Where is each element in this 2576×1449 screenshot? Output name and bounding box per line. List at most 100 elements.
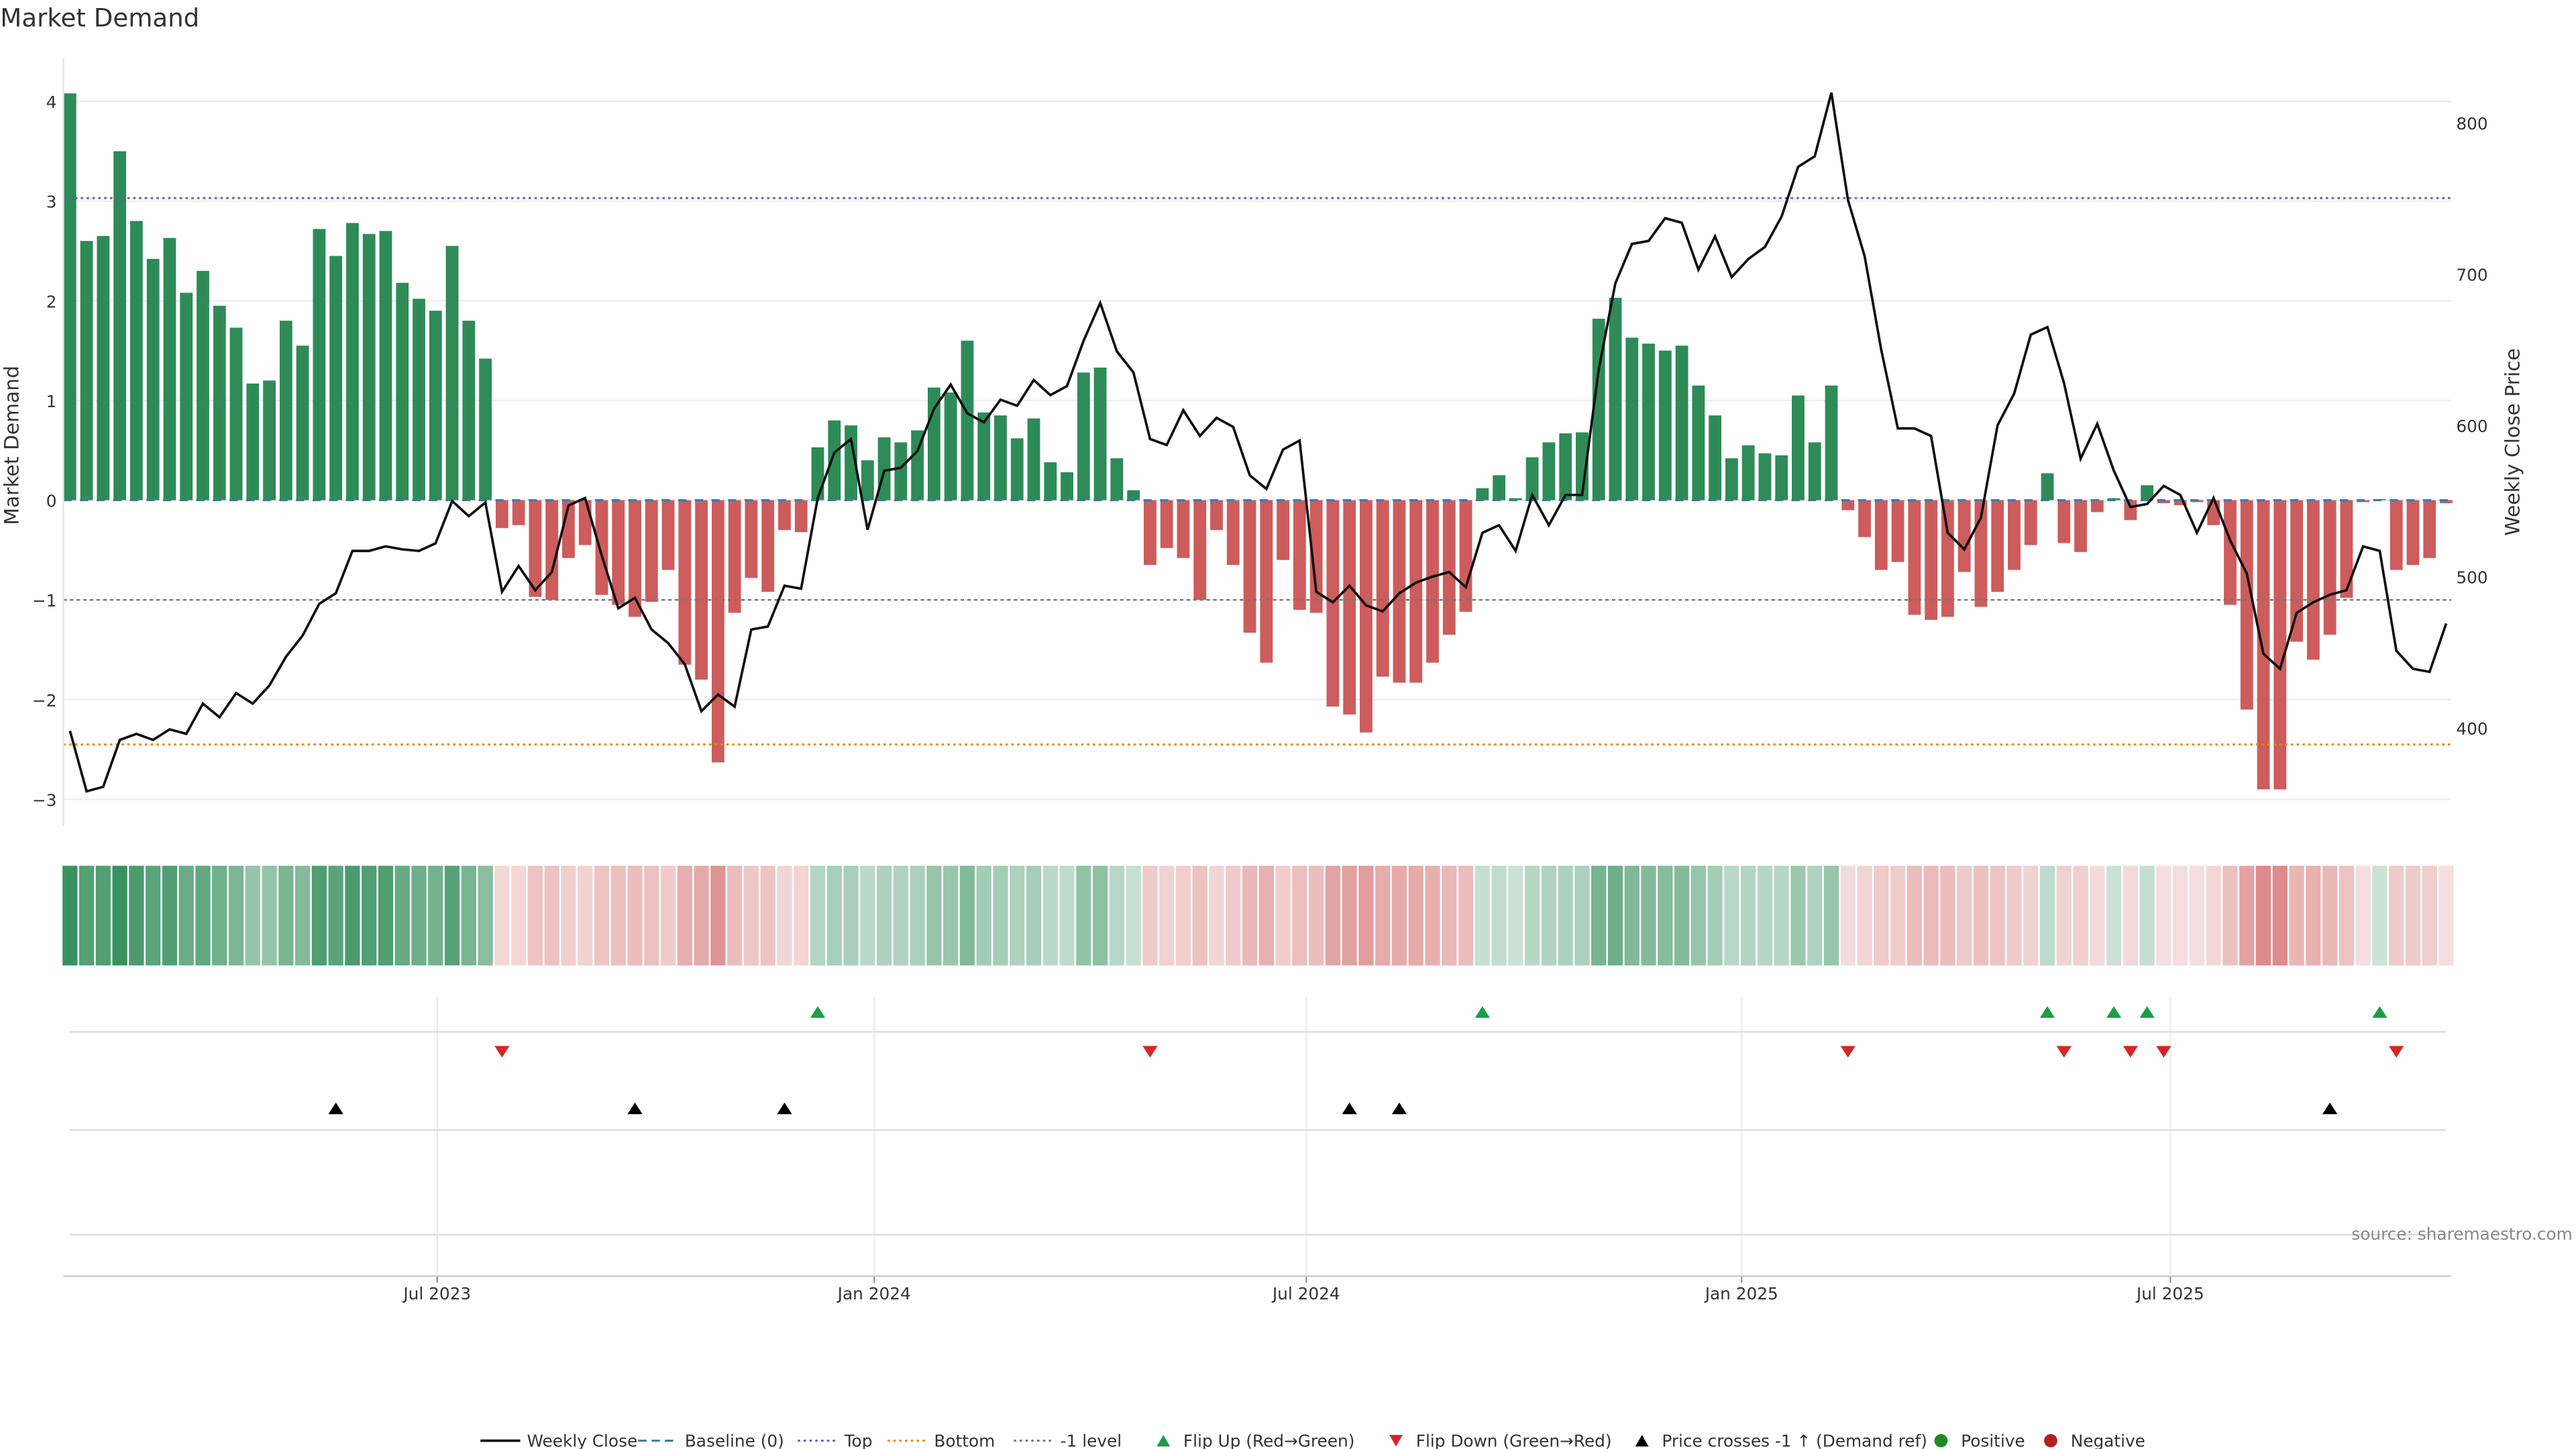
- heat-cell: [1823, 865, 1839, 966]
- legend-item: Positive: [1934, 1431, 2025, 1449]
- heat-cell: [1209, 865, 1224, 966]
- demand-bar: [329, 256, 343, 500]
- heat-cell: [1142, 865, 1158, 966]
- chart-title: Market Demand: [0, 4, 199, 33]
- demand-bar: [1625, 337, 1639, 500]
- demand-bar: [1692, 385, 1705, 500]
- heat-cell: [943, 865, 959, 966]
- demand-bar: [1559, 433, 1572, 500]
- demand-bar: [2174, 500, 2187, 506]
- demand-bar: [1758, 453, 1772, 500]
- demand-bar: [645, 500, 658, 602]
- demand-bar: [2257, 500, 2270, 790]
- heat-cell: [1874, 865, 1889, 966]
- heat-cell: [1973, 865, 1989, 966]
- heat-cell: [544, 865, 559, 966]
- heat-cell: [1957, 865, 1972, 966]
- demand-bar: [1110, 458, 1124, 500]
- demand-bar: [2141, 485, 2154, 500]
- y-tick-label: −2: [32, 691, 57, 710]
- price-cross-marker: [1391, 1102, 1407, 1114]
- heat-cell: [1192, 865, 1208, 966]
- heat-cell: [627, 865, 643, 966]
- demand-bar: [2041, 473, 2054, 500]
- demand-bar: [1277, 500, 1289, 560]
- demand-bar: [2306, 500, 2320, 660]
- heat-cell: [1491, 865, 1507, 966]
- demand-bar: [678, 500, 692, 665]
- price-cross-marker: [2322, 1102, 2338, 1114]
- weekly-close-path: [68, 92, 2448, 793]
- heat-cell: [146, 865, 161, 966]
- legend-swatch: [1934, 1434, 1948, 1448]
- heat-cell: [644, 865, 659, 966]
- x-tick-label: Jan 2024: [837, 1284, 911, 1303]
- y2-tick-label: 500: [2456, 568, 2487, 587]
- heat-cell: [1342, 865, 1357, 966]
- heat-cell: [594, 865, 610, 966]
- heat-cell: [95, 865, 111, 966]
- heat-cell: [428, 865, 443, 966]
- flip-down-marker: [494, 1046, 510, 1058]
- demand-bar: [63, 93, 76, 500]
- demand-bar: [379, 231, 392, 500]
- legend-label: -1 level: [1061, 1431, 1122, 1449]
- y-tick-label: −3: [32, 790, 57, 810]
- demand-bar: [961, 340, 974, 500]
- heat-cell: [2206, 865, 2221, 966]
- demand-bar: [495, 500, 508, 529]
- demand-bar: [362, 233, 376, 500]
- demand-bar: [2157, 500, 2170, 504]
- heat-cell: [561, 865, 576, 966]
- demand-bar: [761, 500, 775, 592]
- legend-label: Baseline (0): [685, 1431, 784, 1449]
- heat-cell: [926, 865, 942, 966]
- heat-cell: [2090, 865, 2105, 966]
- y2-tick-label: 600: [2456, 417, 2487, 436]
- heat-cell: [1442, 865, 1457, 966]
- demand-bar: [911, 430, 924, 500]
- demand-bar: [1177, 500, 1190, 558]
- demand-bar: [97, 235, 110, 500]
- heat-cell: [1790, 865, 1806, 966]
- demand-bar: [828, 420, 841, 500]
- demand-bar: [629, 500, 641, 617]
- heat-cell: [1175, 865, 1191, 966]
- demand-bar: [263, 380, 276, 500]
- flip-up-marker: [810, 1006, 826, 1018]
- signal-markers: [328, 1006, 2404, 1114]
- demand-bar: [1741, 445, 1755, 500]
- demand-bar: [279, 321, 292, 500]
- heat-cell: [394, 865, 410, 966]
- legend-swatch: [2044, 1434, 2057, 1448]
- demand-bar: [163, 237, 176, 500]
- legend-swatch: [1389, 1434, 1403, 1447]
- heat-cell: [826, 865, 842, 966]
- flip-down-marker: [2056, 1046, 2072, 1058]
- demand-bar: [1808, 442, 1821, 500]
- heat-cell: [893, 865, 908, 966]
- legend-item: Price crosses -1 ↑ (Demand ref): [1635, 1431, 1927, 1449]
- heat-cell: [178, 865, 194, 966]
- demand-bar: [180, 292, 193, 500]
- demand-bars: [63, 93, 2453, 790]
- heat-cell: [1624, 865, 1640, 966]
- y-tick-label: 2: [46, 292, 57, 311]
- heat-cell: [2173, 865, 2188, 966]
- heat-cell: [62, 865, 78, 966]
- heat-cell: [2222, 865, 2238, 966]
- heat-cell: [1757, 865, 1773, 966]
- demand-bar: [977, 412, 991, 500]
- heat-cell: [2239, 865, 2255, 966]
- heat-cell: [2156, 865, 2171, 966]
- heat-cell: [328, 865, 343, 966]
- y2-tick-label: 400: [2456, 719, 2487, 739]
- demand-bar: [146, 258, 160, 500]
- legend-item: Flip Up (Red→Green): [1157, 1431, 1354, 1449]
- weekly-close-line: [68, 92, 2448, 793]
- heat-cell: [162, 865, 178, 966]
- heat-cell: [843, 865, 859, 966]
- demand-bar: [1260, 500, 1273, 663]
- heat-cell: [1325, 865, 1341, 966]
